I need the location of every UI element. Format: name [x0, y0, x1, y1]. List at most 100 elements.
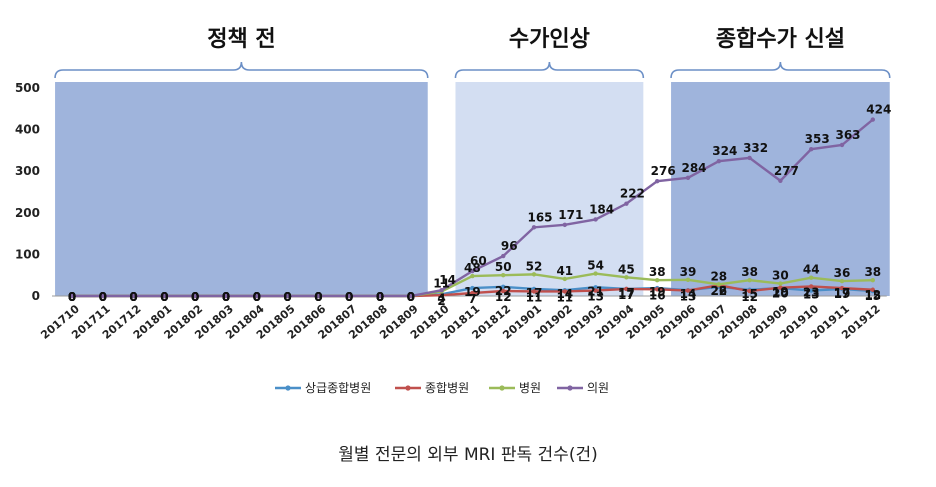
data-point	[870, 277, 875, 283]
data-label: 0	[314, 290, 322, 304]
data-point	[747, 155, 752, 161]
data-point	[531, 289, 537, 294]
data-point	[778, 178, 783, 183]
data-label: 19	[649, 285, 666, 299]
data-point	[470, 285, 475, 291]
data-point	[809, 146, 814, 152]
data-point	[809, 284, 814, 289]
data-label: 19	[834, 287, 851, 301]
data-label: 165	[527, 210, 552, 224]
data-point	[716, 159, 721, 164]
data-label: 0	[160, 290, 168, 304]
data-label: 0	[129, 290, 137, 304]
legend-marker	[285, 385, 291, 391]
legend-label: 상급종합병원	[305, 381, 371, 395]
data-point	[870, 117, 875, 122]
data-label: 0	[253, 290, 261, 304]
data-point	[839, 278, 845, 284]
data-point	[162, 293, 167, 299]
data-label: 15	[741, 287, 758, 301]
data-label: 14	[556, 287, 573, 301]
data-point	[624, 275, 629, 280]
data-point	[562, 289, 567, 294]
data-point	[593, 285, 598, 290]
data-label: 276	[651, 164, 676, 178]
data-point	[593, 217, 598, 222]
data-point	[501, 253, 506, 259]
data-point	[531, 272, 537, 277]
data-label: 0	[407, 290, 415, 304]
data-label: 0	[376, 290, 384, 304]
x-axis: 2017102017112017122018012018022018032018…	[38, 302, 882, 342]
y-tick-label: 400	[15, 123, 40, 137]
y-tick-label: 300	[15, 164, 40, 178]
data-label: 324	[712, 144, 737, 158]
data-label: 0	[160, 290, 168, 304]
legend-label: 의원	[587, 381, 609, 395]
data-label: 0	[222, 290, 230, 304]
legend-label: 종합병원	[425, 381, 469, 395]
data-label: 0	[222, 290, 230, 304]
data-point	[747, 288, 752, 294]
data-label: 11	[526, 290, 543, 304]
data-point	[778, 281, 783, 286]
data-label: 0	[99, 290, 107, 304]
data-point	[439, 287, 444, 293]
period-label-2: 종합수가 신설	[716, 26, 845, 52]
data-label: 52	[526, 259, 543, 273]
data-label: 184	[589, 202, 614, 216]
data-point	[470, 268, 475, 274]
chart-caption: 월별 전문의 외부 MRI 판독 건수(건)	[338, 445, 598, 465]
data-label: 0	[283, 290, 291, 304]
data-label: 0	[407, 290, 415, 304]
data-label: 13	[803, 288, 820, 302]
data-label: 20	[772, 287, 789, 301]
data-point	[778, 285, 783, 290]
legend-marker	[567, 385, 573, 391]
data-label: 4	[437, 291, 445, 305]
data-point	[131, 293, 136, 299]
data-label: 41	[556, 264, 573, 278]
data-label: 28	[710, 269, 727, 283]
data-label: 0	[345, 290, 353, 304]
data-point	[223, 293, 229, 299]
data-label: 0	[253, 290, 261, 304]
data-label: 0	[345, 290, 353, 304]
period-band-0	[55, 82, 428, 296]
data-point	[685, 288, 691, 293]
data-label: 14	[439, 273, 456, 287]
data-point	[562, 276, 567, 282]
data-label: 424	[866, 103, 891, 117]
data-point	[69, 293, 75, 299]
data-label: 19	[772, 285, 789, 299]
data-label: 222	[620, 187, 645, 201]
data-point	[655, 277, 660, 283]
data-label: 19	[464, 285, 481, 299]
data-point	[470, 273, 475, 279]
data-label: 0	[407, 290, 415, 304]
data-point	[839, 142, 845, 148]
y-tick-label: 0	[32, 289, 40, 303]
data-label: 45	[618, 262, 635, 276]
data-point	[655, 178, 660, 184]
data-point	[254, 293, 259, 299]
data-label: 50	[495, 260, 512, 274]
data-point	[439, 292, 444, 298]
data-label: 22	[495, 284, 512, 298]
data-label: 38	[864, 265, 881, 279]
data-label: 0	[68, 290, 76, 304]
data-point	[593, 288, 598, 293]
data-label: 23	[803, 285, 820, 299]
data-label: 332	[743, 141, 768, 155]
data-point	[501, 284, 506, 290]
data-label: 54	[587, 259, 604, 273]
data-point	[501, 288, 506, 294]
data-point	[285, 293, 290, 299]
data-label: 0	[68, 290, 76, 304]
data-label: 30	[772, 269, 789, 283]
data-label: 0	[376, 290, 384, 304]
data-label: 96	[501, 239, 518, 253]
data-label: 44	[803, 263, 820, 277]
